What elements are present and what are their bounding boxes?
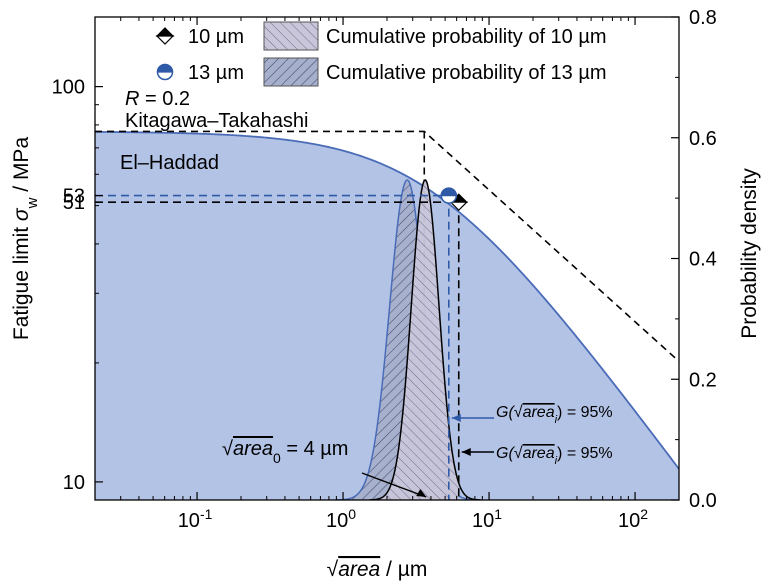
marker-13um <box>440 187 458 204</box>
area0-value: = 4 µm <box>281 438 349 460</box>
x-tick-base: 10 <box>178 510 200 532</box>
g95-label-10um: G(√areai) = 95% <box>496 445 613 467</box>
el-haddad-region <box>95 131 679 500</box>
g95-label-13um-radicand: area <box>523 404 555 421</box>
g95-arrowhead-13um <box>451 414 461 422</box>
legend-marker-10um-bottom <box>155 35 175 45</box>
y-ref-label-53: 53 <box>63 186 85 208</box>
annotations: R = 0.2Kitagawa–TakahashiEl–Haddad√area0… <box>120 88 613 498</box>
pdf-10um-curve <box>369 179 481 500</box>
g95-label-13um-subscript: i <box>555 414 558 426</box>
y-right-axis-title: Probability density <box>738 168 761 339</box>
x-axis-title: √area / µm <box>327 558 428 581</box>
y-right-tick-label: 0.2 <box>689 369 717 391</box>
legend-swatch-cumulative-10um <box>263 21 319 51</box>
y-right-tick-label: 0.4 <box>689 249 717 271</box>
g95-label-10um-radical: √ <box>514 445 523 462</box>
y-left-tick-label: 10 <box>63 472 85 494</box>
stress-ratio-value: = 0.2 <box>139 88 190 110</box>
legend-marker-10um-top <box>155 27 175 37</box>
el-haddad-curve <box>95 131 679 470</box>
g95-label-10um-prefix: G( <box>496 445 515 462</box>
area0-label: √area0 = 4 µm <box>222 438 348 466</box>
g95-arrowhead-10um <box>461 448 471 456</box>
marker-10um-bottom <box>449 201 469 212</box>
g95-label-13um-prefix: G( <box>496 404 515 421</box>
g95-label-13um-radical: √ <box>514 404 523 421</box>
y-right-tick-label: 0.0 <box>689 490 717 512</box>
y-left-tick-label: 100 <box>52 77 85 99</box>
area0-arrowhead <box>416 489 427 497</box>
y-left-title-subscript: w <box>24 197 41 209</box>
legend: 10 µm 13 µm Cumulative probability of 10 µ… <box>155 21 607 87</box>
legend-marker-13um <box>156 63 174 81</box>
y-left-title-symbol: σ <box>10 207 33 221</box>
g95-label-10um-radicand: area <box>523 445 555 462</box>
y-right-tick-label: 0.8 <box>689 7 717 29</box>
g95-label-13um-suffix: ) = 95% <box>557 404 613 421</box>
area0-arrow <box>361 472 427 498</box>
x-title-unit: / µm <box>380 558 427 581</box>
pdf-10um-cumulative-area <box>369 180 459 500</box>
area0-subscript: 0 <box>273 450 281 466</box>
legend-label-13um: 13 µm <box>188 62 244 84</box>
axes: 10-1 100 101 1021010053510.00.20.40.60.8√ar… <box>10 7 761 581</box>
y-left-axis-title: Fatigue limit σw / MPa <box>10 137 41 341</box>
y-left-title-unit: / MPa <box>10 137 33 198</box>
area0-radicand: area <box>233 438 273 460</box>
g95-label-10um-subscript: i <box>555 455 558 467</box>
y-ref-label-51: 51 <box>63 192 85 214</box>
legend-marker-13um-top <box>156 63 174 73</box>
legend-swatch-cumulative-13um <box>263 57 319 87</box>
area0-radical: √ <box>222 438 233 460</box>
x-tick-label: 102 <box>618 506 648 532</box>
x-tick-exponent: -1 <box>200 506 213 522</box>
g95-label-10um-suffix: ) = 95% <box>557 445 613 462</box>
x-tick-exponent: 1 <box>494 506 502 522</box>
marker-13um-top <box>440 187 457 197</box>
x-tick-exponent: 0 <box>348 506 356 522</box>
x-tick-base: 10 <box>618 510 640 532</box>
x-tick-label: 101 <box>472 506 502 532</box>
x-title-radicand: area <box>338 558 380 581</box>
plot-area <box>95 130 679 500</box>
el-haddad-label: El–Haddad <box>120 152 219 174</box>
x-tick-label: 10-1 <box>178 506 213 532</box>
stress-ratio-label: R = 0.2 <box>125 88 190 110</box>
x-tick-base: 10 <box>326 510 348 532</box>
y-right-tick-label: 0.6 <box>689 128 717 150</box>
g95-label-13um: G(√areai) = 95% <box>496 404 613 426</box>
legend-label-10um: 10 µm <box>188 26 244 48</box>
legend-cumulative-13um: Cumulative probability of 13 µm <box>326 62 607 84</box>
kitagawa-takahashi-label: Kitagawa–Takahashi <box>125 110 308 132</box>
y-left-title-main: Fatigue limit <box>10 221 33 340</box>
legend-marker-10um <box>155 27 175 45</box>
x-tick-exponent: 2 <box>640 506 648 522</box>
x-tick-base: 10 <box>472 510 494 532</box>
legend-cumulative-10um: Cumulative probability of 10 µm <box>326 26 607 48</box>
x-title-radical: √ <box>327 558 339 581</box>
x-tick-label: 100 <box>326 506 356 532</box>
stress-ratio-symbol: R <box>125 88 139 110</box>
